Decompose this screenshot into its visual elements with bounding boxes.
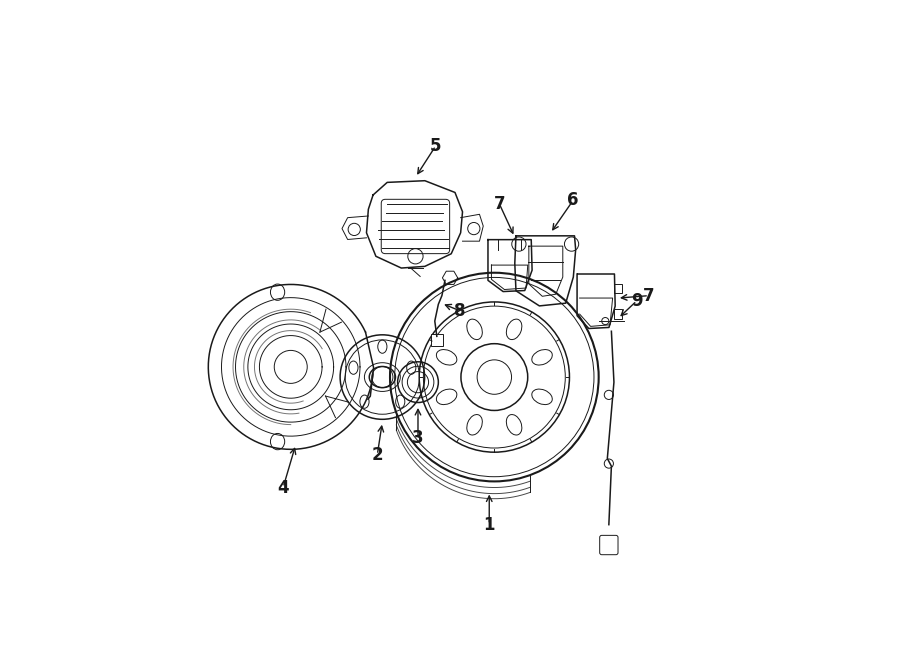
Bar — [615, 309, 622, 319]
Text: 2: 2 — [372, 446, 383, 464]
Text: 7: 7 — [493, 195, 505, 213]
Ellipse shape — [270, 434, 284, 449]
Text: 8: 8 — [454, 302, 466, 320]
Bar — [615, 284, 622, 293]
FancyBboxPatch shape — [599, 535, 618, 555]
Ellipse shape — [270, 284, 284, 300]
Text: 6: 6 — [568, 191, 579, 209]
Text: 3: 3 — [412, 429, 424, 447]
Bar — [431, 334, 443, 346]
Text: 4: 4 — [277, 479, 289, 496]
Text: 7: 7 — [644, 287, 655, 305]
Text: 1: 1 — [483, 516, 495, 533]
Text: 5: 5 — [430, 137, 442, 155]
Text: 9: 9 — [631, 292, 643, 310]
